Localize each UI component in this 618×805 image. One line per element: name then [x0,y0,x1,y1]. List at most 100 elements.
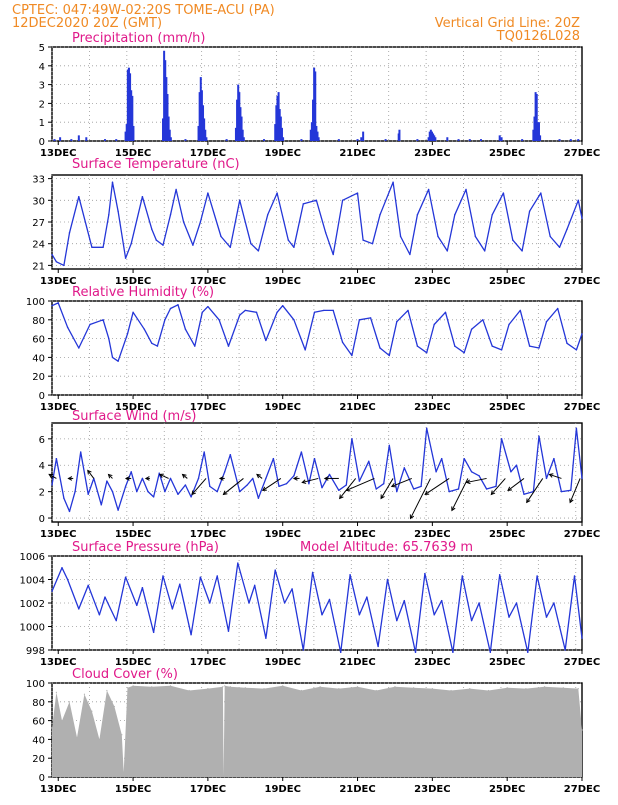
wind-arrow [424,478,450,496]
wind-arrow-head [409,514,415,520]
wind-arrow-shaft [451,478,469,511]
humidity-point [388,354,391,357]
precipitation-bar [163,50,166,142]
pressure-point [581,637,583,639]
temperature-point [362,239,364,241]
humidity-frame [51,300,583,396]
wind-point [164,490,166,493]
wind-point [375,488,377,490]
precipitation-xtick-label: 15DEC [115,148,151,159]
humidity-point [143,328,145,330]
cloud-cover-point [132,685,134,687]
pressure-xtick-label: 27DEC [564,657,600,668]
precipitation-bar [384,139,387,141]
wind-ytick-label: 4 [39,461,45,472]
cloud-cover-point [68,701,71,703]
temperature-point [192,244,194,246]
wind-ytick-label: 0 [39,514,45,525]
wind-point [257,497,260,499]
wind-arrow-shaft [490,478,506,495]
pressure-point [508,616,510,618]
precipitation-bar [238,92,241,141]
precipitation-bar [316,131,319,141]
cloud-cover-ytick-label: 80 [32,698,45,709]
precipitation-bar [532,129,535,141]
wind-point [124,485,127,488]
precipitation-xtick-label: 21DEC [339,148,375,159]
wind-point [313,457,316,460]
temperature-point [108,214,110,216]
temperature-point [229,246,232,249]
cloud-cover-point [375,689,377,692]
wind-point [177,493,179,495]
precipitation-ytick-label: 0 [39,137,45,148]
pressure-point [328,598,331,601]
temperature-xtick-label: 27DEC [564,276,600,287]
pressure-panel: Surface Pressure (hPa) Model Altitude: 65… [20,540,601,668]
wind-point [141,477,144,480]
wind-xtick-label: 25DEC [489,529,525,540]
precipitation-bar [434,137,437,141]
wind-arrow [451,478,469,512]
pressure-point [478,602,480,604]
pressure-xtick-label: 23DEC [414,657,450,668]
wind-xtick-label: 19DEC [265,529,301,540]
wind-point [485,488,488,490]
pressure-xtick-label: 15DEC [115,657,151,668]
pressure-point [414,651,417,654]
wind-arrow-head [301,479,307,484]
pressure-point [366,596,368,598]
precipitation-bar [479,139,482,141]
wind-arrow [380,478,394,500]
cloud-cover-point [338,688,340,690]
precipitation-bar [169,137,172,141]
humidity-point [89,323,91,326]
cloud-cover-point [188,689,190,692]
humidity-ytick-label: 20 [32,372,45,383]
wind-point [79,451,82,453]
precipitation-bar [242,137,245,141]
precipitation-bar [430,131,433,141]
humidity-point [556,307,559,310]
humidity-title: Relative Humidity (%) [72,285,214,300]
precipitation-bar [104,139,107,141]
temperature-point [267,214,269,216]
cloud-cover-point [543,686,546,688]
cloud-cover-point [431,688,433,690]
wind-point [523,493,525,495]
wind-title: Surface Wind (m/s) [72,409,196,424]
wind-arrow-shaft [159,473,169,479]
temperature-point [581,217,583,220]
wind-point [560,490,563,493]
humidity-point [194,345,196,347]
precipitation-bar [300,139,303,141]
precipitation-bar [77,135,80,141]
wind-arrow [569,478,581,504]
temperature-point [302,203,304,205]
wind-arrow-shaft [223,478,244,495]
wind-point [403,467,405,469]
humidity-panel: Relative Humidity (%) 13DEC 15DEC 17DEC 19DE… [26,285,600,413]
wind-arrow-head [48,473,54,479]
temperature-ytick-label: 27 [32,218,45,229]
humidity-xtick-label: 19DEC [265,402,301,413]
humidity-point [545,320,548,323]
precipitation-title: Precipitation (mm/h) [72,31,205,46]
wind-arrow [323,476,339,481]
temperature-point [465,188,467,191]
wind-point [463,457,465,460]
humidity-point [416,345,419,347]
wind-point [246,484,248,486]
cloud-cover-ytick-label: 40 [32,735,45,746]
wind-point [209,485,211,488]
pressure-point [545,616,548,618]
precipitation-bar [275,105,278,141]
humidity-point [351,354,353,357]
temperature-point [51,253,53,256]
temperature-point [454,214,456,216]
precipitation-bar [161,118,164,141]
wind-arrow-shaft [466,477,487,483]
cloud-cover-point [98,738,100,741]
wind-arrow-head [124,476,130,481]
wind-point [51,484,53,486]
